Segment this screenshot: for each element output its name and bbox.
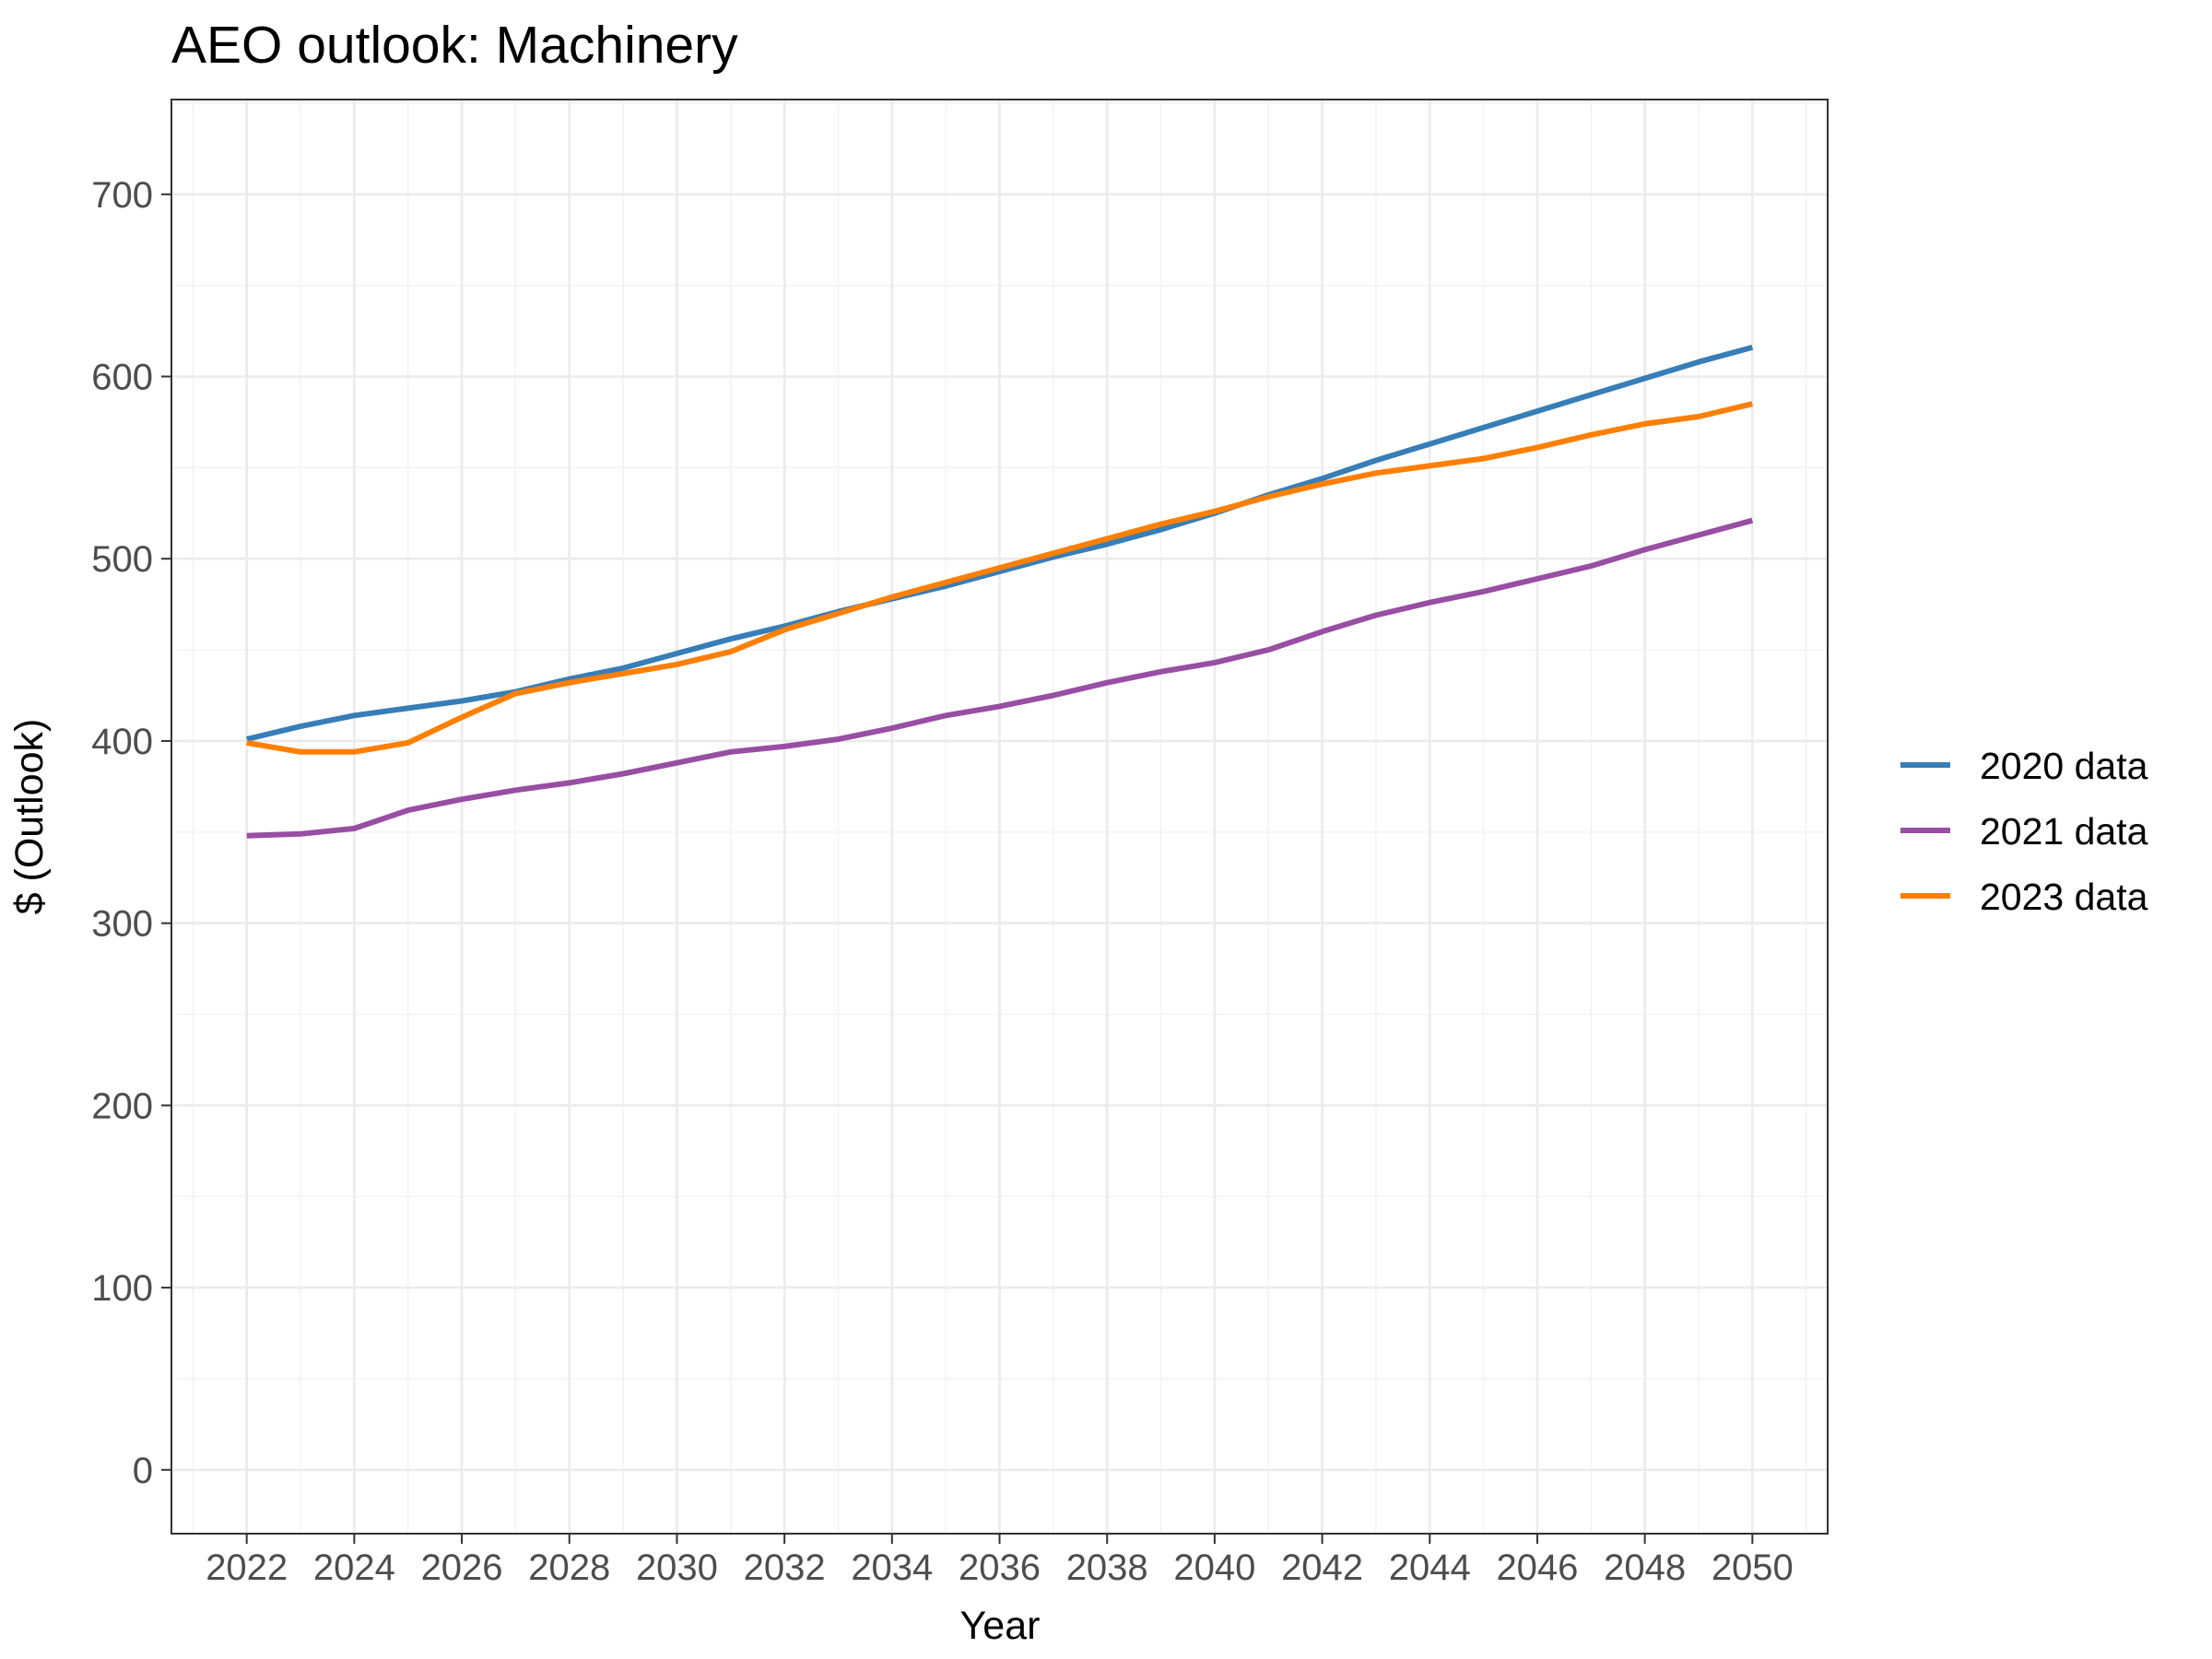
- x-tick-label: 2042: [1281, 1547, 1363, 1588]
- x-tick-label: 2022: [206, 1547, 288, 1588]
- y-tick-label: 200: [91, 1086, 153, 1126]
- legend-label: 2020 data: [1980, 745, 2148, 787]
- x-axis-title: Year: [960, 1604, 1041, 1648]
- x-tick-label: 2044: [1389, 1547, 1471, 1588]
- chart-title: AEO outlook: Machinery: [171, 16, 738, 75]
- y-tick-label: 500: [91, 539, 153, 580]
- x-tick-label: 2046: [1496, 1547, 1578, 1588]
- x-tick-label: 2036: [959, 1547, 1041, 1588]
- legend: 2020 data 2021 data 2023 data: [1900, 745, 2148, 918]
- x-tick-label: 2038: [1066, 1547, 1148, 1588]
- x-tick-label: 2048: [1604, 1547, 1686, 1588]
- axis-ticks: 2022 2024 2026 2028 2030 2032 2034 2036 2038 2040…: [91, 175, 1794, 1588]
- x-tick-label: 2040: [1173, 1547, 1255, 1588]
- y-tick-label: 0: [133, 1451, 153, 1491]
- series-line-2021-data: [246, 517, 1754, 839]
- x-tick-label: 2030: [636, 1547, 718, 1588]
- series-lines: [246, 345, 1754, 839]
- x-tick-label: 2026: [421, 1547, 503, 1588]
- x-tick-label: 2028: [528, 1547, 610, 1588]
- legend-label: 2021 data: [1980, 810, 2148, 853]
- legend-label: 2023 data: [1980, 876, 2148, 918]
- x-tick-label: 2024: [313, 1547, 395, 1588]
- x-tick-label: 2050: [1712, 1547, 1794, 1588]
- y-tick-label: 100: [91, 1268, 153, 1309]
- y-tick-label: 700: [91, 175, 153, 216]
- x-tick-label: 2034: [851, 1547, 933, 1588]
- grid: [171, 100, 1828, 1534]
- y-tick-label: 600: [91, 358, 153, 398]
- y-tick-label: 400: [91, 722, 153, 762]
- x-tick-label: 2032: [744, 1547, 826, 1588]
- series-line-2020-data: [246, 345, 1754, 742]
- y-tick-label: 300: [91, 904, 153, 945]
- y-axis-title: $ (Outlook): [7, 719, 52, 915]
- series-line-2023-data: [246, 401, 1753, 755]
